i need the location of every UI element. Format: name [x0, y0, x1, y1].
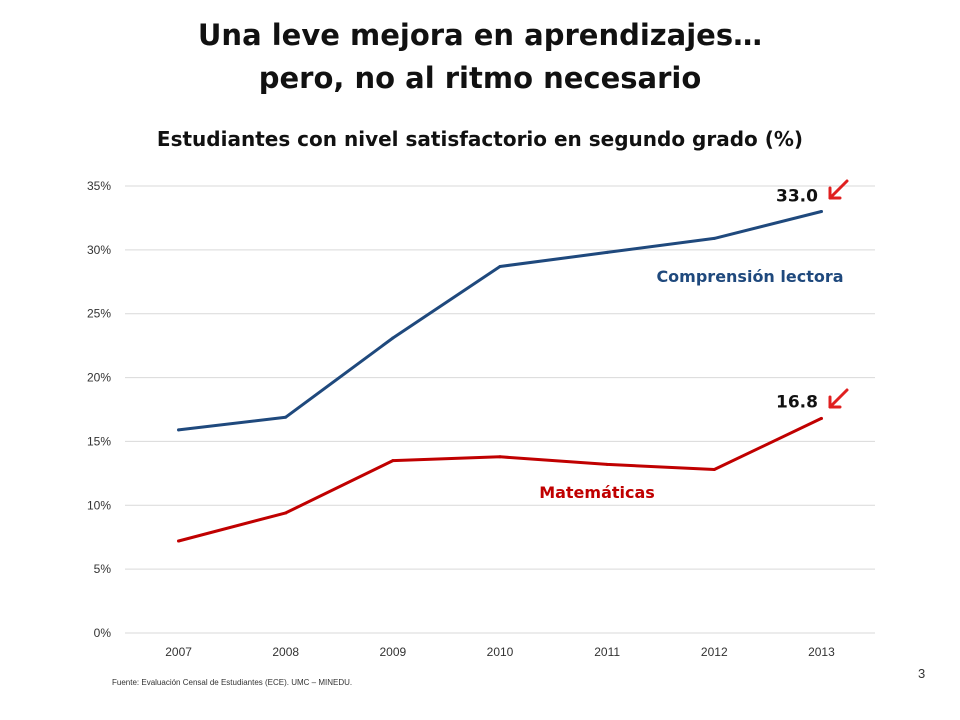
x-tick-label: 2007 — [165, 645, 192, 659]
data-point-math — [284, 511, 288, 515]
arrow-shaft — [828, 179, 849, 200]
y-tick-label: 10% — [87, 498, 111, 512]
y-tick-label: 30% — [87, 243, 111, 257]
legend-label-math: Matemáticas — [539, 483, 655, 502]
series-lines — [177, 210, 823, 543]
x-tick-label: 2011 — [594, 645, 620, 659]
y-tick-label: 20% — [87, 371, 111, 385]
data-point-math — [712, 468, 716, 472]
data-point-math — [498, 455, 502, 459]
page-number: 3 — [918, 666, 926, 681]
slide-title: Una leve mejora en aprendizajes… pero, n… — [0, 14, 960, 100]
data-label-reading-2013: 33.0 — [776, 187, 818, 207]
x-tick-label: 2012 — [701, 645, 728, 659]
data-point-reading — [819, 210, 823, 214]
data-point-reading — [712, 236, 716, 240]
y-tick-label: 35% — [87, 179, 111, 193]
x-tick-label: 2008 — [272, 645, 299, 659]
x-tick-label: 2013 — [808, 645, 835, 659]
data-point-reading — [605, 250, 609, 254]
data-point-math — [819, 416, 823, 420]
x-axis-tick-labels: 2007 2008 2009 2010 2011 2012 2013 — [165, 645, 835, 659]
legend-label-reading: Comprensión lectora — [656, 267, 843, 286]
data-point-reading — [498, 264, 502, 268]
data-point-reading — [391, 336, 395, 340]
source-footnote: Fuente: Evaluación Censal de Estudiantes… — [112, 678, 353, 687]
data-point-math — [391, 459, 395, 463]
series-line-math — [177, 416, 823, 543]
arrow-shaft — [828, 388, 849, 409]
slide-title-line-1: Una leve mejora en aprendizajes… — [197, 18, 763, 52]
x-tick-label: 2010 — [487, 645, 514, 659]
series-line-reading — [177, 210, 823, 432]
y-axis-tick-labels: 0% 5% 10% 15% 20% 25% 30% 35% — [87, 179, 111, 640]
y-tick-label: 0% — [94, 626, 112, 640]
y-tick-label: 5% — [94, 562, 112, 576]
data-point-reading — [284, 415, 288, 419]
y-tick-label: 15% — [87, 434, 111, 448]
arrow-head — [828, 186, 842, 200]
arrow-math-icon — [828, 388, 849, 409]
y-tick-label: 25% — [87, 307, 111, 321]
data-label-math-2013: 16.8 — [776, 392, 818, 412]
slide-title-line-2: pero, no al ritmo necesario — [258, 61, 702, 95]
data-point-reading — [177, 428, 181, 432]
data-labels: Comprensión lectora Matemáticas 33.0 16.8 — [539, 179, 849, 502]
data-point-math — [605, 462, 609, 466]
arrow-head — [828, 395, 842, 409]
x-tick-label: 2009 — [380, 645, 407, 659]
data-point-math — [177, 539, 181, 543]
arrow-reading-icon — [828, 179, 849, 200]
chart-title: Estudiantes con nivel satisfactorio en s… — [156, 127, 804, 151]
gridlines — [125, 185, 875, 634]
